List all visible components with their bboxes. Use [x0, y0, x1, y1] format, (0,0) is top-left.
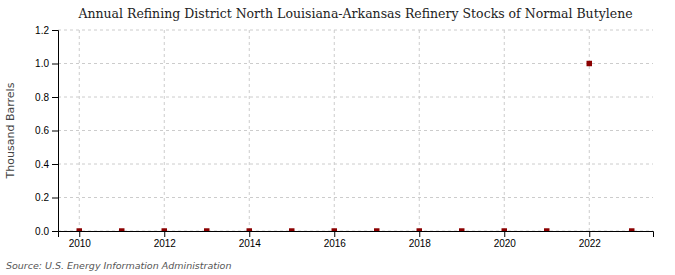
tick-mark	[52, 131, 58, 132]
grid-line-x	[164, 30, 165, 231]
grid-line-y	[58, 30, 653, 31]
tick-mark	[52, 198, 58, 199]
tick: 0.6	[35, 125, 58, 136]
grid-line-x	[504, 30, 505, 231]
tick-mark	[164, 231, 165, 237]
grid-line-x	[79, 30, 80, 231]
title: Annual Refining District North Louisiana…	[77, 6, 632, 21]
tick: 1.0	[35, 58, 58, 69]
tick: 0.0	[35, 226, 58, 237]
tick-mark	[52, 231, 58, 232]
point	[459, 228, 464, 231]
axis-line	[52, 31, 59, 232]
tick-label: 0.8	[35, 92, 49, 103]
tick-label: 2012	[154, 238, 177, 249]
tick-mark	[249, 231, 250, 237]
tick: 2020	[494, 231, 517, 249]
grid-line-x	[334, 30, 335, 231]
tick-label: 0.6	[35, 125, 49, 136]
tick-label: 2020	[494, 238, 517, 249]
grid-line-x	[419, 30, 420, 231]
tick: 0.4	[35, 159, 58, 170]
point	[587, 61, 592, 66]
tick-label: 2016	[324, 238, 347, 249]
point	[629, 228, 634, 231]
point	[247, 228, 252, 231]
point	[162, 228, 167, 231]
tick: 0.2	[35, 192, 58, 203]
tick-mark	[589, 231, 590, 237]
point	[374, 228, 379, 231]
tick-label: 2014	[239, 238, 262, 249]
y-axis: 0.0 0.2 0.4 0.6 0.8 1.0 1.2	[35, 25, 58, 237]
tick-label: 0.0	[35, 226, 49, 237]
tick-mark	[79, 231, 80, 237]
x-axis: 2010 2012 2014 2016 2018 2020 2022	[59, 231, 654, 249]
tick-mark	[52, 164, 58, 165]
point	[289, 228, 294, 231]
grid	[58, 30, 653, 231]
plot-area: 2010 2012 2014 2016 2018 2020 2022 0.0 0.2 0.4 0.6…	[35, 25, 653, 249]
tick-mark	[504, 231, 505, 237]
grid-line-x	[249, 30, 250, 231]
point	[332, 228, 337, 231]
point	[544, 228, 549, 231]
tick: 1.2	[35, 25, 58, 36]
grid-line-y	[58, 197, 653, 198]
axis-line	[59, 232, 654, 238]
annotation: Source: U.S. Energy Information Administ…	[6, 260, 231, 271]
tick: 2010	[69, 231, 92, 249]
grid-line-x	[589, 30, 590, 231]
tick-label: 1.2	[35, 25, 49, 36]
tick-label: 0.2	[35, 192, 49, 203]
tick-mark	[52, 30, 58, 31]
tick-mark	[52, 97, 58, 98]
tick-mark	[334, 231, 335, 237]
tick-label: 2010	[69, 238, 92, 249]
tick-label: 2022	[579, 238, 602, 249]
tick: 2012	[154, 231, 177, 249]
point	[119, 228, 124, 231]
y-axis-title: Thousand Barrels	[4, 82, 17, 179]
point	[417, 228, 422, 231]
tick: 0.8	[35, 92, 58, 103]
tick-label: 2018	[409, 238, 432, 249]
tick: 2018	[409, 231, 432, 249]
grid-line-y	[58, 164, 653, 165]
point	[77, 228, 82, 231]
tick-mark	[52, 64, 58, 65]
points	[77, 61, 635, 231]
grid-line-y	[58, 97, 653, 98]
tick: 2022	[579, 231, 602, 249]
point	[502, 228, 507, 231]
chart: 2010 2012 2014 2016 2018 2020 2022 0.0 0.2 0.4 0.6…	[0, 0, 675, 275]
tick-label: 0.4	[35, 159, 49, 170]
tick-mark	[419, 231, 420, 237]
tick: 2016	[324, 231, 347, 249]
tick-label: 1.0	[35, 58, 49, 69]
tick: 2014	[239, 231, 262, 249]
grid-line-y	[58, 130, 653, 131]
point	[204, 228, 209, 231]
grid-line-y	[58, 63, 653, 64]
